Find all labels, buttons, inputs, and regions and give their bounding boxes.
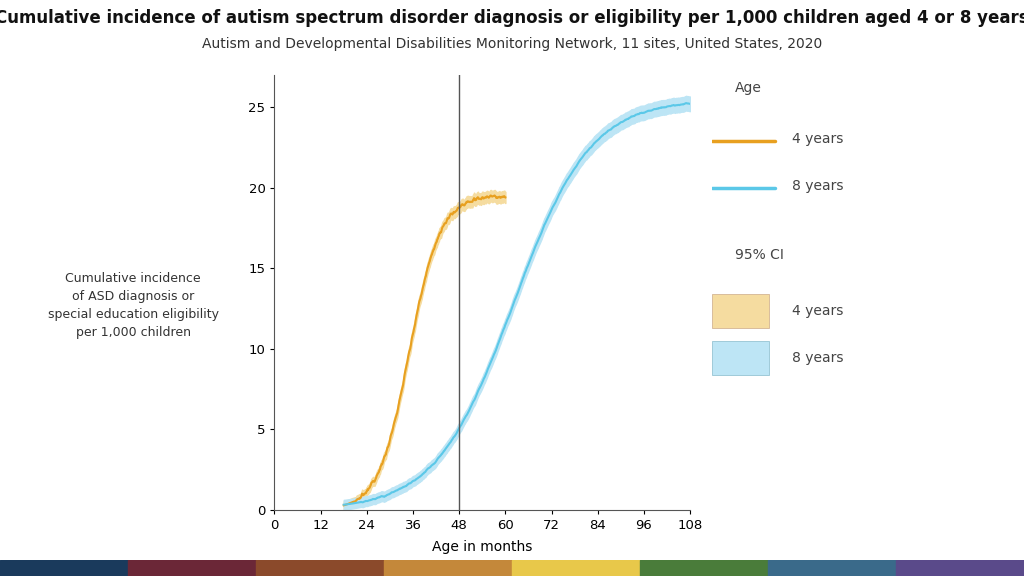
Text: 95% CI: 95% CI xyxy=(734,248,783,262)
Bar xyxy=(768,560,896,576)
X-axis label: Age in months: Age in months xyxy=(432,540,532,554)
Text: Autism and Developmental Disabilities Monitoring Network, 11 sites, United State: Autism and Developmental Disabilities Mo… xyxy=(202,37,822,51)
Bar xyxy=(896,560,1024,576)
Text: Age: Age xyxy=(734,81,762,94)
Bar xyxy=(384,560,512,576)
Text: 8 years: 8 years xyxy=(792,179,844,193)
Bar xyxy=(512,560,640,576)
Bar xyxy=(0,560,128,576)
Text: 4 years: 4 years xyxy=(792,304,844,318)
Text: Cumulative incidence
of ASD diagnosis or
special education eligibility
per 1,000: Cumulative incidence of ASD diagnosis or… xyxy=(48,272,218,339)
Text: 8 years: 8 years xyxy=(792,351,844,365)
Text: Cumulative incidence of autism spectrum disorder diagnosis or eligibility per 1,: Cumulative incidence of autism spectrum … xyxy=(0,9,1024,26)
Text: 4 years: 4 years xyxy=(792,132,844,146)
Bar xyxy=(640,560,768,576)
Bar xyxy=(128,560,256,576)
Bar xyxy=(256,560,384,576)
